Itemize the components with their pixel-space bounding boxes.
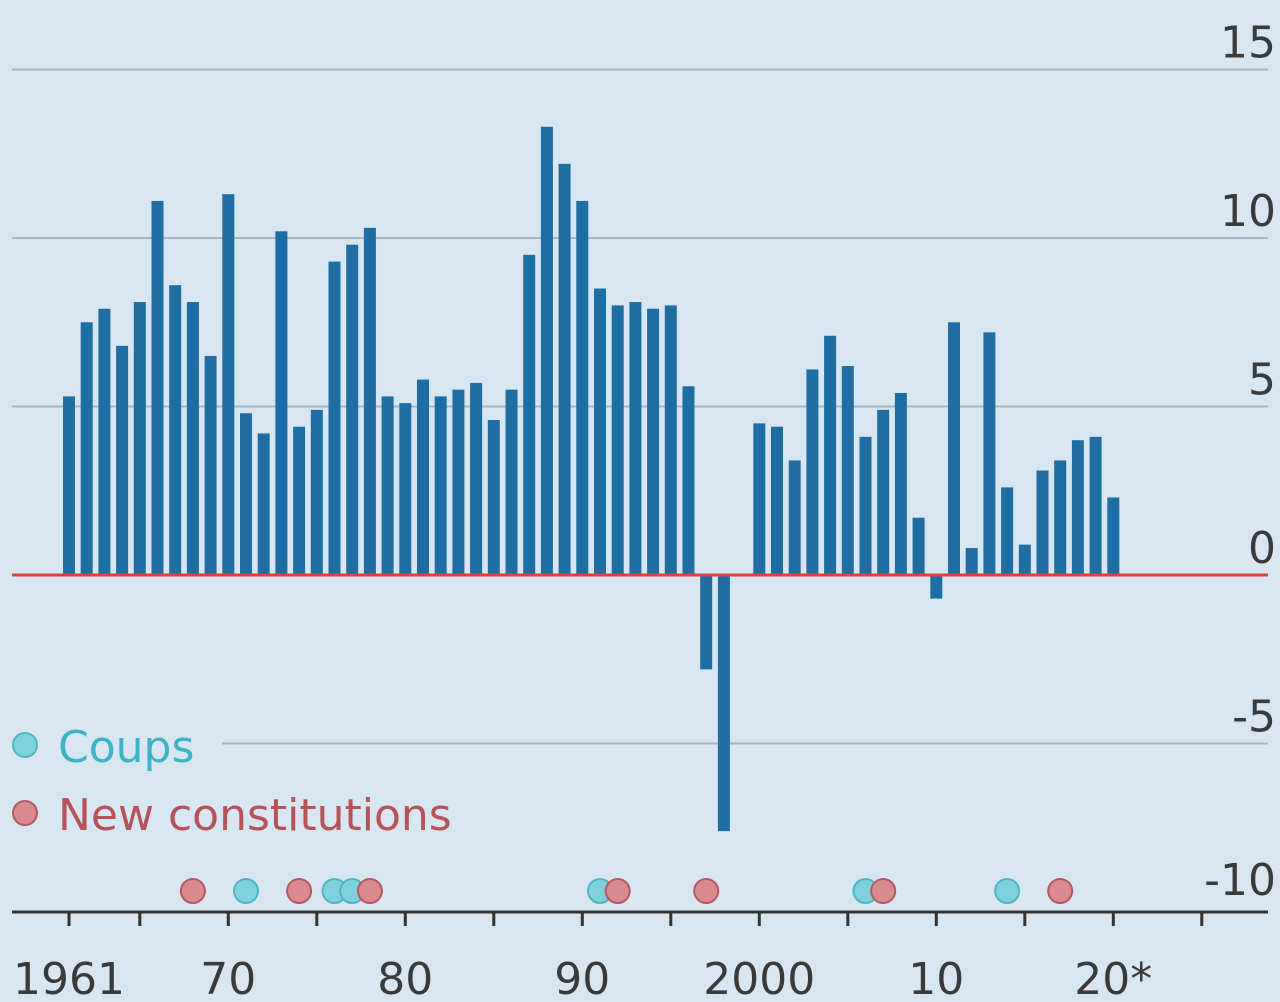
y-tick-label: 0 [1248, 523, 1276, 574]
bar [965, 548, 978, 575]
bar [983, 332, 996, 575]
x-ticks: 1961 70 80 90 2000 10 20* [13, 912, 1204, 1002]
bar [558, 163, 571, 576]
bar [859, 436, 872, 575]
bar [1036, 470, 1049, 575]
bar [98, 308, 111, 575]
bar [257, 433, 270, 575]
bar [664, 305, 677, 575]
bar [824, 335, 837, 575]
bar [452, 389, 465, 575]
event-markers [179, 878, 1074, 904]
legend-new-constitutions-dot [12, 800, 38, 826]
coup-marker [994, 878, 1021, 904]
bar [877, 409, 890, 575]
bar [505, 389, 518, 575]
bar [771, 426, 783, 575]
x-tick-label: 1961 [13, 954, 125, 1002]
bar [293, 426, 306, 575]
bar [912, 517, 925, 575]
new-constitution-marker [870, 878, 897, 904]
new-constitution-marker [286, 878, 313, 904]
bar [894, 393, 907, 575]
bar [629, 302, 642, 575]
bar [310, 409, 323, 575]
x-tick-label: 2000 [703, 954, 815, 1002]
bar [222, 194, 235, 575]
bar [381, 396, 394, 575]
bar [80, 322, 93, 575]
bar [1071, 440, 1084, 575]
y-tick-label: 10 [1220, 186, 1276, 237]
x-tick-label: 10 [908, 954, 964, 1002]
bar [540, 126, 553, 575]
y-tick-label: 5 [1248, 355, 1276, 406]
bar [63, 396, 75, 575]
bar [1018, 544, 1031, 575]
bar [204, 355, 217, 575]
legend: Coups New constitutions [12, 722, 452, 841]
bar [841, 366, 854, 575]
new-constitution-marker [604, 878, 631, 904]
legend-coups-dot [12, 732, 38, 758]
bar [363, 227, 376, 575]
bar [1054, 460, 1067, 575]
y-tick-label: -10 [1204, 855, 1276, 906]
x-tick-label: 20* [1074, 954, 1152, 1002]
bar [470, 382, 483, 575]
x-tick-label: 70 [200, 954, 256, 1002]
bar [700, 575, 713, 670]
new-constitution-marker [356, 878, 383, 904]
bar [346, 244, 359, 576]
bar [806, 369, 819, 575]
new-constitution-marker [693, 878, 720, 904]
bar [186, 302, 199, 575]
bar [151, 200, 164, 575]
new-constitution-marker [179, 878, 206, 904]
bar [594, 288, 606, 575]
y-tick-label: 15 [1220, 18, 1276, 69]
bars [63, 126, 1120, 832]
bar [328, 261, 341, 575]
bar [169, 285, 182, 575]
legend-item-coups: Coups [12, 722, 194, 773]
bar [948, 322, 960, 575]
bar [434, 396, 447, 575]
bar [487, 419, 500, 575]
bar [399, 403, 412, 575]
bar [611, 305, 624, 575]
bar [240, 413, 252, 575]
y-tick-label: -5 [1232, 692, 1276, 743]
legend-coups-label: Coups [58, 722, 194, 773]
x-tick-label: 80 [377, 954, 433, 1002]
bar [133, 302, 146, 575]
bar [647, 308, 660, 575]
bar [116, 345, 129, 575]
bar [717, 575, 730, 832]
bar [682, 386, 695, 575]
bar [753, 423, 766, 575]
bar [1089, 436, 1102, 575]
y-ticks: 15 10 5 0 -5 -10 [1204, 18, 1276, 907]
x-tick-label: 90 [554, 954, 610, 1002]
bar [417, 379, 429, 575]
bar [930, 575, 943, 599]
legend-new-constitutions-label: New constitutions [58, 790, 452, 841]
bar [275, 231, 288, 575]
bar [523, 254, 536, 575]
bar [576, 200, 589, 575]
legend-item-new-constitutions: New constitutions [12, 790, 452, 841]
new-constitution-marker [1047, 878, 1074, 904]
bar [1001, 487, 1014, 575]
bar [788, 460, 801, 575]
bar [1107, 497, 1120, 575]
coup-marker [233, 878, 259, 904]
